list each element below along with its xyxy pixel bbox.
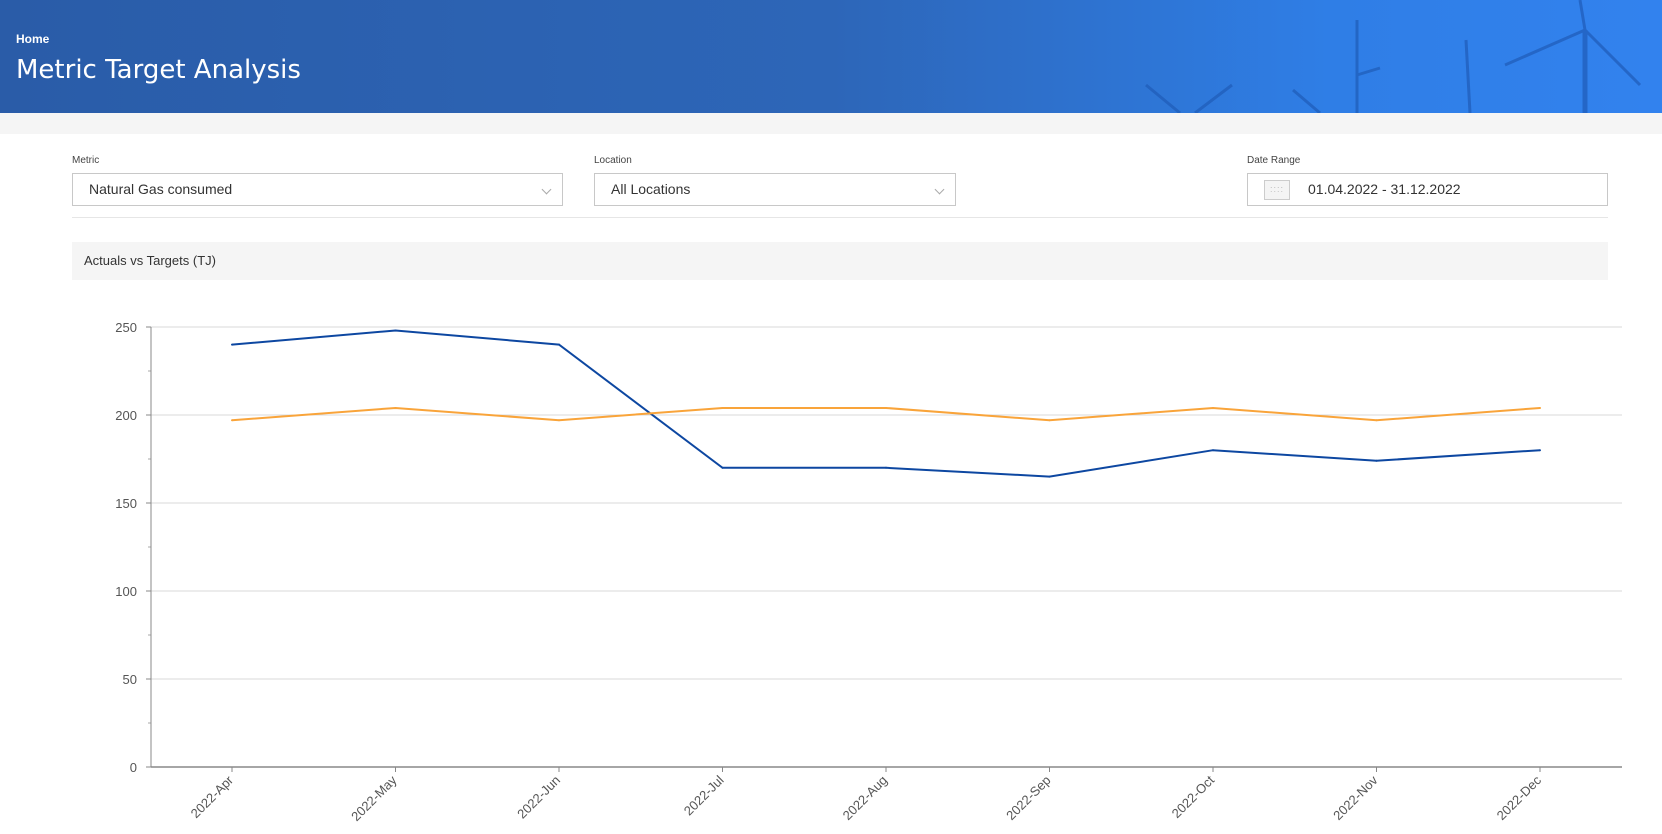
chevron-down-icon — [541, 184, 552, 195]
calendar-icon: :::: — [1264, 180, 1290, 200]
chart-title: Actuals vs Targets (TJ) — [84, 253, 216, 268]
location-value: All Locations — [611, 181, 691, 197]
metric-value: Natural Gas consumed — [89, 181, 233, 197]
series-line-actual — [231, 329, 1541, 478]
data-point-target — [721, 406, 724, 409]
x-tick-label: 2022-Oct — [1169, 772, 1218, 821]
line-chart: 0 50 100 150 200 250 2022-Apr 2022-May 2022-Jun 2… — [115, 320, 1622, 824]
data-point-actual — [885, 466, 887, 469]
x-tick-label: 2022-Aug — [840, 773, 890, 823]
date-range-value: 01.04.2022 - 31.12.2022 — [1308, 181, 1461, 197]
x-tick-label: 2022-Nov — [1330, 772, 1381, 823]
y-tick-label: 100 — [115, 584, 137, 599]
data-point-target — [1539, 406, 1541, 409]
data-point-actual — [558, 343, 560, 346]
x-tick-label: 2022-Apr — [188, 772, 237, 821]
date-range-label: Date Range — [1247, 155, 1301, 166]
data-point-actual — [1048, 475, 1051, 478]
x-tick-label: 2022-May — [348, 772, 400, 824]
header-spacer — [0, 113, 1662, 134]
y-tick-label: 0 — [130, 760, 137, 775]
chevron-down-icon — [934, 184, 945, 195]
x-tick-label: 2022-Jul — [681, 772, 727, 818]
page-title: Metric Target Analysis — [16, 55, 301, 85]
data-point-target — [885, 406, 887, 409]
chart-header: Actuals vs Targets (TJ) — [72, 242, 1608, 280]
x-tick-label: 2022-Sep — [1003, 773, 1053, 823]
y-tick-label: 250 — [115, 320, 137, 335]
wind-turbine-background — [1145, 0, 1642, 113]
data-point-target — [231, 419, 233, 422]
header-banner: Home Metric Target Analysis — [0, 0, 1662, 113]
data-point-actual — [231, 343, 233, 346]
location-label: Location — [594, 155, 632, 166]
date-range-picker[interactable]: :::: 01.04.2022 - 31.12.2022 — [1247, 173, 1608, 206]
series-line-target — [231, 406, 1541, 422]
metric-label: Metric — [72, 155, 100, 166]
x-tick-label: 2022-Dec — [1494, 772, 1545, 823]
data-point-target — [1375, 419, 1378, 422]
data-point-actual — [721, 466, 724, 469]
divider — [72, 217, 1608, 218]
data-point-actual — [1212, 449, 1214, 452]
data-point-actual — [1375, 459, 1378, 462]
metric-dropdown[interactable]: Natural Gas consumed — [72, 173, 563, 206]
data-point-target — [1212, 406, 1214, 409]
data-point-actual — [394, 329, 397, 332]
breadcrumb-home[interactable]: Home — [16, 32, 50, 46]
x-tick-label: 2022-Jun — [514, 773, 563, 822]
data-point-target — [394, 406, 397, 409]
data-point-target — [1048, 419, 1051, 422]
y-tick-label: 150 — [115, 496, 137, 511]
data-point-actual — [1539, 449, 1541, 452]
y-tick-label: 200 — [115, 408, 137, 423]
location-dropdown[interactable]: All Locations — [594, 173, 956, 206]
y-tick-label: 50 — [123, 672, 137, 687]
data-point-target — [558, 419, 560, 422]
